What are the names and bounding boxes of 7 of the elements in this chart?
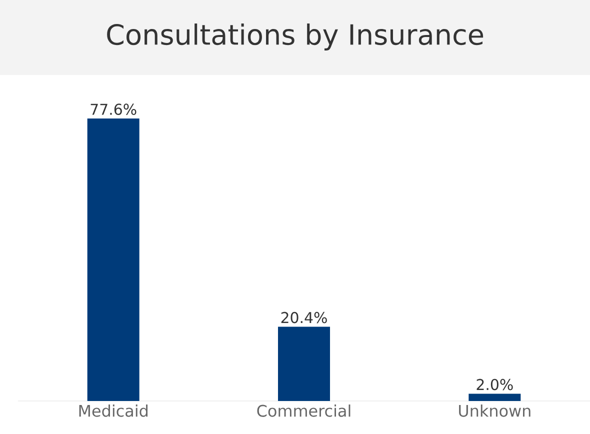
x-tick-label: Commercial (257, 404, 350, 417)
x-tick-label: Medicaid (79, 404, 148, 417)
data-label: 20.4% (281, 312, 327, 324)
chart-title: Consultations by Insurance (107, 23, 484, 50)
x-tick-label: Unknown (459, 404, 530, 417)
data-label: 77.6% (90, 104, 136, 115)
data-label: 2.0% (476, 378, 513, 390)
